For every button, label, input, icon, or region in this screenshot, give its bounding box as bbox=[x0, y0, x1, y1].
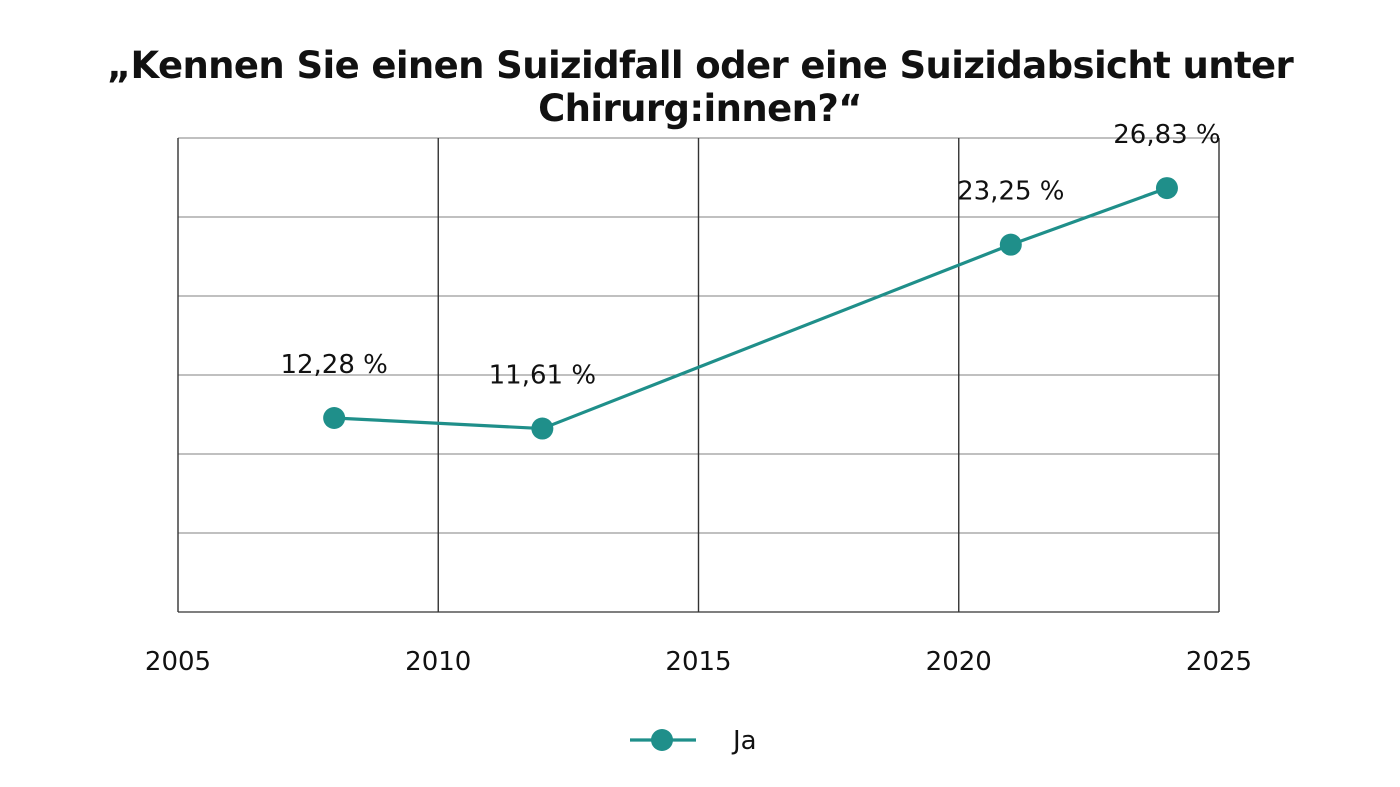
series-line bbox=[332, 186, 1169, 431]
x-tick-label: 2025 bbox=[1186, 647, 1252, 677]
data-label: 12,28 % bbox=[280, 350, 387, 380]
chart-title: „Kennen Sie einen Suizidfall oder eine S… bbox=[106, 44, 1294, 130]
data-point bbox=[999, 233, 1022, 256]
legend-marker bbox=[651, 729, 673, 751]
legend-label: Ja bbox=[731, 726, 757, 756]
data-point bbox=[1155, 177, 1178, 200]
data-label: 23,25 % bbox=[957, 177, 1064, 207]
x-axis-tick-labels: 2005 2010 2015 2020 2025 bbox=[145, 647, 1252, 677]
data-label: 11,61 % bbox=[489, 361, 596, 391]
x-tick-label: 2010 bbox=[405, 647, 471, 677]
x-tick-label: 2020 bbox=[926, 647, 992, 677]
legend: Ja bbox=[630, 726, 757, 756]
x-tick-label: 2015 bbox=[665, 647, 731, 677]
vertical-gridlines bbox=[177, 138, 1220, 612]
data-label: 26,83 % bbox=[1113, 120, 1220, 150]
data-point bbox=[323, 406, 346, 429]
x-tick-label: 2005 bbox=[145, 647, 211, 677]
data-point bbox=[531, 417, 554, 440]
series-ja: 12,28 % 11,61 % 23,25 % 26,83 % bbox=[280, 120, 1221, 440]
